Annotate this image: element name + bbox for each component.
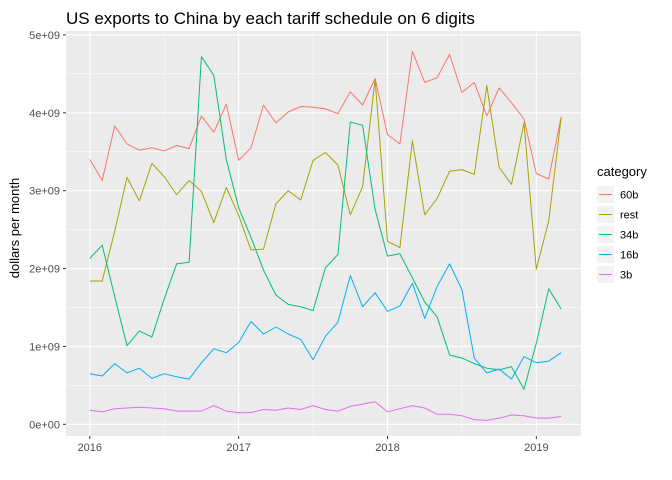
- y-tick-label: 3e+09: [29, 186, 60, 198]
- legend-label: 34b: [620, 230, 638, 242]
- legend-label: 16b: [620, 250, 638, 262]
- legend: category 60b rest 34b 16b 3b: [597, 164, 647, 283]
- legend-item-3b: 3b: [597, 266, 632, 283]
- x-axis: 2016 2017 2018 2019: [78, 436, 549, 454]
- y-tick-label: 2e+09: [29, 264, 60, 276]
- legend-label: 3b: [620, 270, 632, 282]
- legend-item-60b: 60b: [597, 186, 638, 203]
- y-tick-label: 1e+09: [29, 341, 60, 353]
- y-tick-label: 5e+09: [29, 30, 60, 42]
- legend-item-34b: 34b: [597, 226, 638, 243]
- plot-panel: [66, 31, 581, 436]
- legend-label: 60b: [620, 190, 638, 202]
- minor-gridlines: [66, 31, 581, 436]
- series-line-34b: [89, 56, 562, 390]
- legend-item-16b: 16b: [597, 246, 638, 263]
- x-tick-label: 2019: [524, 442, 548, 454]
- y-axis: 0e+00 1e+09 2e+09 3e+09 4e+09 5e+09: [29, 30, 66, 431]
- y-tick-label: 4e+09: [29, 108, 60, 120]
- series-lines: [89, 50, 562, 421]
- series-line-60b: [89, 50, 562, 181]
- legend-label: rest: [620, 210, 638, 222]
- legend-item-rest: rest: [597, 206, 638, 223]
- series-line-3b: [89, 401, 562, 421]
- x-tick-label: 2018: [375, 442, 399, 454]
- x-tick-label: 2016: [78, 442, 102, 454]
- legend-title: category: [597, 164, 647, 179]
- x-tick-label: 2017: [226, 442, 250, 454]
- chart-title: US exports to China by each tariff sched…: [66, 9, 475, 28]
- major-gridlines: [66, 31, 581, 436]
- y-axis-label: dollars per month: [7, 178, 22, 278]
- y-tick-label: 0e+00: [29, 419, 60, 431]
- series-line-16b: [89, 263, 562, 380]
- series-line-rest: [89, 78, 562, 282]
